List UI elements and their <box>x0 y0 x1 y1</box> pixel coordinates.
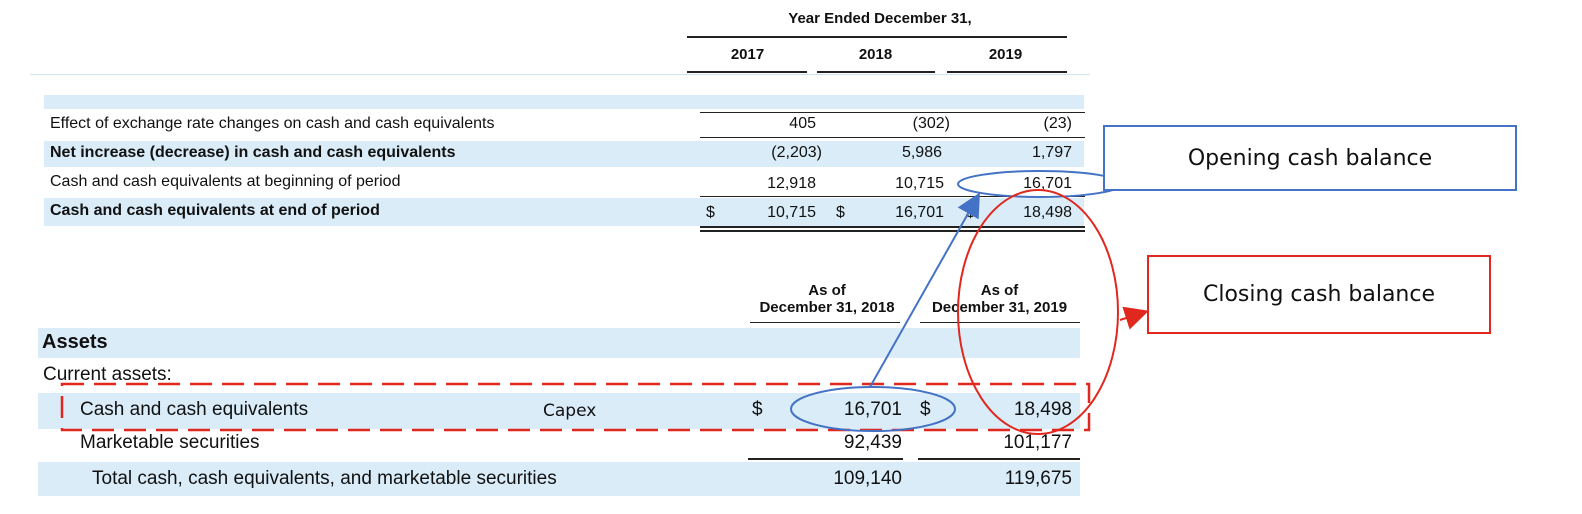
bs-col-2018-line2: December 31, 2018 <box>759 299 895 316</box>
year-rule-2018 <box>817 71 935 73</box>
cf-row-netincrease-2018: 5,986 <box>901 144 942 161</box>
cf-row-exchange-2017: 405 <box>789 115 816 132</box>
bs-cash-2018: 16,701 <box>843 399 902 420</box>
capex-overlay-label: Capex <box>543 401 597 421</box>
year-rule-2019 <box>947 71 1067 73</box>
cf-row-beginning-2019: 16,701 <box>1023 175 1072 192</box>
bs-total-row-stripe <box>38 462 1080 496</box>
bs-col-2019-line1: As of <box>980 282 1019 299</box>
cf-row-exchange-2018: (302) <box>912 115 950 132</box>
bs-header-rule-2019 <box>920 322 1080 323</box>
cf-row-netincrease-2017: (2,203) <box>771 144 822 161</box>
cf-row-beginning-2017: 12,918 <box>767 175 816 192</box>
cf-row-exchange-2019: (23) <box>1043 115 1072 132</box>
bs-cash-label: Cash and cash equivalents <box>80 399 309 420</box>
bs-cash-2019: 18,498 <box>1013 399 1072 420</box>
year-ended-header: Year Ended December 31, <box>788 10 972 27</box>
cutoff-row-rule <box>700 112 1085 113</box>
bs-subtotal-rule-2018 <box>748 458 903 460</box>
bs-current-assets-label: Current assets: <box>43 364 172 385</box>
year-2017-header: 2017 <box>730 46 765 63</box>
cf-row-ending-currency-2018: $ <box>836 204 845 221</box>
closing-callout-arrow <box>1119 306 1149 330</box>
cf-row-exchange-rule <box>700 137 1085 138</box>
bs-total-2018: 109,140 <box>833 468 902 489</box>
cf-row-exchange-label: Effect of exchange rate changes on cash … <box>50 115 495 132</box>
bs-marketable-2019: 101,177 <box>1003 432 1072 453</box>
bs-marketable-label: Marketable securities <box>80 432 260 453</box>
bs-total-label: Total cash, cash equivalents, and market… <box>92 468 557 489</box>
bs-assets-heading: Assets <box>42 331 108 353</box>
cf-row-ending-2019: 18,498 <box>1023 204 1072 221</box>
bs-cash-currency-2019: $ <box>920 399 931 420</box>
cf-row-netincrease-label: Net increase (decrease) in cash and cash… <box>50 144 456 161</box>
opening-balance-callout: Opening cash balance <box>1103 125 1517 191</box>
bs-col-2019-line2: December 31, 2019 <box>931 299 1068 316</box>
bs-total-2019: 119,675 <box>1004 468 1072 489</box>
bs-subtotal-rule-2019 <box>918 458 1080 460</box>
cf-row-ending-2017: 10,715 <box>767 204 816 221</box>
bs-col-2018-header: As of December 31, 2018 <box>752 282 902 316</box>
year-2019-header: 2019 <box>988 46 1023 63</box>
cf-row-netincrease-2019: 1,797 <box>1031 144 1072 161</box>
separator-line <box>30 74 1090 75</box>
cutoff-row-stripe <box>44 95 1084 109</box>
cf-row-ending-2018: 16,701 <box>895 204 944 221</box>
bs-header-rule-2018 <box>750 322 900 323</box>
cf-row-ending-currency-2017: $ <box>706 204 715 221</box>
cf-double-rule-bottom <box>700 230 1085 232</box>
cf-row-beginning-2018: 10,715 <box>895 175 944 192</box>
bs-col-2019-header: As of December 31, 2019 <box>922 282 1077 316</box>
bs-col-2018-line1: As of <box>808 282 846 299</box>
bs-marketable-2018: 92,439 <box>843 432 902 453</box>
cf-double-rule-top <box>700 226 1085 228</box>
bs-assets-stripe <box>38 328 1080 358</box>
header-rule <box>687 36 1067 38</box>
year-2018-header: 2018 <box>858 46 893 63</box>
cf-row-ending-label: Cash and cash equivalents at end of peri… <box>50 202 380 219</box>
closing-balance-callout: Closing cash balance <box>1147 255 1491 334</box>
cf-row-beginning-rule <box>700 196 1085 197</box>
cf-row-netincrease-stripe <box>44 141 1084 167</box>
bs-cash-currency-2018: $ <box>752 399 763 420</box>
year-rule-2017 <box>687 71 807 73</box>
cf-row-beginning-label: Cash and cash equivalents at beginning o… <box>50 173 401 190</box>
